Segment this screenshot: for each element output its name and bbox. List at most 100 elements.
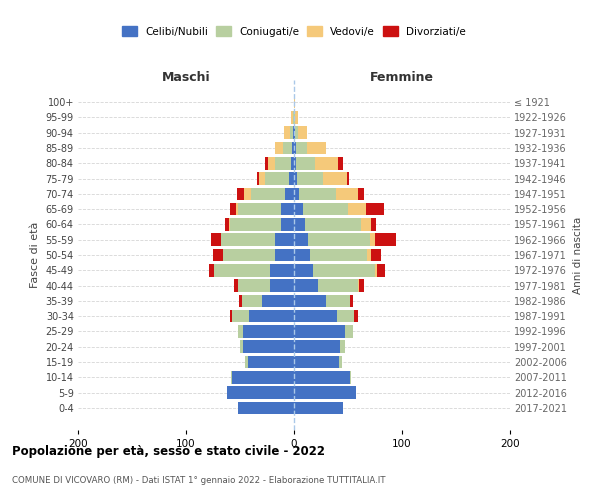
Bar [233,280,238,292]
Bar [296,142,307,154]
Bar [294,96,295,108]
Bar [294,172,297,185]
Bar [242,294,262,307]
Bar [232,371,294,384]
Bar [275,234,294,246]
Bar [291,111,293,124]
Bar [275,142,283,154]
Bar [294,264,313,276]
Bar [290,126,293,139]
Bar [270,280,294,292]
Bar [350,371,351,384]
Bar [259,172,265,185]
Bar [209,264,214,276]
Bar [284,126,290,139]
Bar [293,111,294,124]
Bar [375,264,377,276]
Bar [299,188,336,200]
Bar [229,218,230,230]
Bar [361,218,371,230]
Bar [336,188,358,200]
Bar [262,294,294,307]
Y-axis label: Fasce di età: Fasce di età [30,222,40,288]
Bar [291,157,294,170]
Bar [308,234,370,246]
Bar [238,325,243,338]
Bar [248,310,294,322]
Bar [310,248,367,262]
Bar [275,248,294,262]
Bar [257,172,259,185]
Bar [294,188,299,200]
Bar [358,280,359,292]
Bar [237,188,244,200]
Text: Femmine: Femmine [370,71,434,84]
Bar [238,402,294,414]
Bar [214,264,270,276]
Bar [294,218,305,230]
Bar [305,218,361,230]
Bar [294,386,356,399]
Bar [294,203,302,215]
Bar [236,203,238,215]
Bar [294,356,340,368]
Bar [358,188,364,200]
Bar [350,294,353,307]
Bar [294,340,340,353]
Bar [359,280,364,292]
Text: Popolazione per età, sesso e stato civile - 2022: Popolazione per età, sesso e stato civil… [12,444,325,458]
Bar [295,111,298,124]
Bar [244,188,251,200]
Bar [270,264,294,276]
Bar [294,142,296,154]
Bar [223,248,275,262]
Bar [245,356,248,368]
Bar [243,340,294,353]
Bar [268,157,275,170]
Bar [232,310,248,322]
Text: COMUNE DI VICOVARO (RM) - Dati ISTAT 1° gennaio 2022 - Elaborazione TUTTITALIA.I: COMUNE DI VICOVARO (RM) - Dati ISTAT 1° … [12,476,386,485]
Bar [275,157,291,170]
Bar [227,386,294,399]
Bar [265,157,268,170]
Bar [367,248,371,262]
Bar [295,126,298,139]
Bar [370,234,375,246]
Bar [337,310,355,322]
Bar [292,142,294,154]
Bar [302,203,348,215]
Bar [294,234,308,246]
Bar [340,356,341,368]
Bar [297,172,323,185]
Text: Maschi: Maschi [161,71,211,84]
Bar [340,340,345,353]
Bar [225,218,229,230]
Bar [307,142,326,154]
Bar [230,203,236,215]
Bar [347,172,349,185]
Bar [283,142,292,154]
Bar [355,310,358,322]
Bar [338,157,343,170]
Bar [265,172,289,185]
Bar [377,264,385,276]
Bar [371,248,382,262]
Bar [294,371,350,384]
Bar [294,157,296,170]
Bar [238,203,281,215]
Bar [251,188,286,200]
Bar [294,111,295,124]
Bar [211,234,221,246]
Bar [286,188,294,200]
Bar [375,234,395,246]
Bar [238,280,270,292]
Bar [221,234,275,246]
Bar [248,356,294,368]
Bar [239,294,242,307]
Legend: Celibi/Nubili, Coniugati/e, Vedovi/e, Divorziati/e: Celibi/Nubili, Coniugati/e, Vedovi/e, Di… [118,22,470,41]
Bar [230,218,281,230]
Bar [213,248,223,262]
Bar [240,340,243,353]
Bar [281,203,294,215]
Bar [371,218,376,230]
